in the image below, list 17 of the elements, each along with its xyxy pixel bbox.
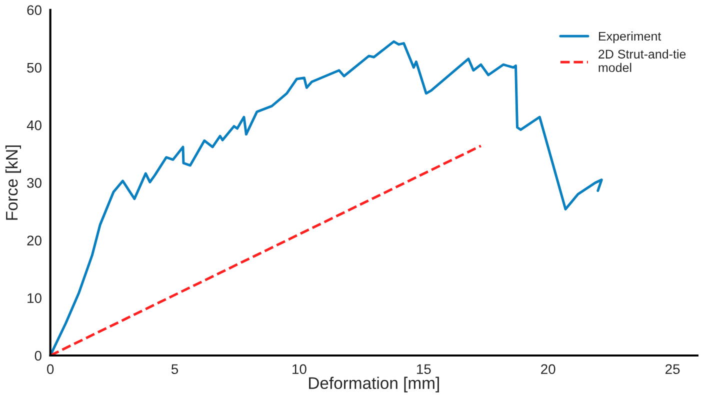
y-axis-title: Force [kN] (5, 145, 21, 220)
legend-label: 2D Strut-and-tie model (598, 49, 686, 72)
x-axis-title: Deformation [mm] (309, 376, 439, 392)
y-tick-label: 30 (27, 178, 42, 188)
y-tick-label: 10 (28, 293, 42, 304)
y-tick-label: 60 (27, 5, 42, 16)
y-tick-label: 40 (26, 120, 42, 130)
x-tick-label: 20 (541, 364, 556, 374)
x-tick-label: 15 (416, 364, 431, 374)
y-tick-label: 20 (27, 236, 42, 246)
x-tick-label: 10 (292, 364, 306, 374)
legend-label: Experiment (598, 31, 662, 44)
x-tick-label: 5 (171, 364, 178, 374)
x-tick-label: 25 (666, 364, 680, 374)
y-tick-label: 0 (34, 350, 42, 361)
x-tick-label: 0 (47, 364, 54, 374)
y-tick-label: 50 (27, 62, 42, 73)
